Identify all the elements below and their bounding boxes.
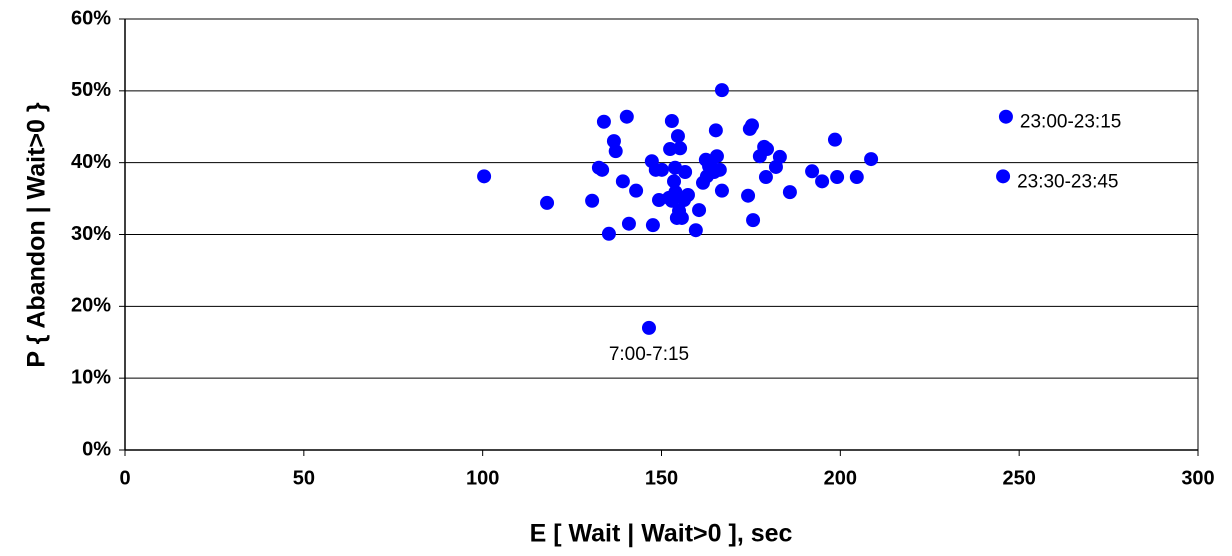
point [667, 174, 682, 189]
point [664, 114, 679, 129]
point [674, 210, 689, 225]
point [615, 174, 630, 189]
point [641, 320, 656, 335]
point [782, 185, 797, 200]
point [692, 203, 707, 218]
point [998, 109, 1013, 124]
point [601, 226, 616, 241]
point [673, 141, 688, 156]
point [827, 132, 842, 147]
point [662, 190, 677, 205]
point [805, 164, 820, 179]
point [645, 218, 660, 233]
y-tick-label: 10% [71, 366, 111, 388]
point [596, 114, 611, 129]
y-tick-label: 30% [71, 223, 111, 245]
point [670, 129, 685, 144]
point [830, 170, 845, 185]
x-tick-label: 300 [1181, 467, 1214, 489]
point [741, 188, 756, 203]
annotation: 23:00-23:15 [1020, 112, 1121, 133]
x-tick-label: 0 [119, 467, 130, 489]
x-tick-label: 250 [1002, 467, 1035, 489]
x-tick-label: 200 [824, 467, 857, 489]
y-tick-label: 0% [82, 438, 111, 460]
point [849, 170, 864, 185]
y-tick-label: 20% [71, 295, 111, 317]
point [629, 183, 644, 198]
point [540, 195, 555, 210]
point [585, 193, 600, 208]
point [654, 162, 669, 177]
point [815, 174, 830, 189]
y-tick-label: 50% [71, 79, 111, 101]
point [619, 109, 634, 124]
x-tick-label: 100 [466, 467, 499, 489]
annotation: 23:30-23:45 [1017, 171, 1118, 192]
point [714, 183, 729, 198]
point [760, 142, 775, 157]
y-tick-label: 40% [71, 151, 111, 173]
x-axis-title: E [ Wait | Wait>0 ], sec [530, 520, 793, 548]
point [709, 149, 724, 164]
point [680, 187, 695, 202]
point [714, 83, 729, 98]
annotation: 7:00-7:15 [609, 344, 689, 365]
point [477, 169, 492, 184]
point [663, 142, 678, 157]
point [608, 144, 623, 159]
point [744, 118, 759, 133]
point [708, 123, 723, 138]
point [712, 162, 727, 177]
x-tick-label: 50 [293, 467, 315, 489]
y-tick-label: 60% [71, 7, 111, 29]
point [758, 170, 773, 185]
x-tick-label: 150 [645, 467, 678, 489]
point [746, 213, 761, 228]
point [772, 149, 787, 164]
point [595, 162, 610, 177]
y-axis-title: P { Abandon | Wait>0 } [23, 102, 51, 367]
point [621, 216, 636, 231]
point [688, 223, 703, 238]
point [996, 169, 1011, 184]
point [678, 165, 693, 180]
point [864, 152, 879, 167]
